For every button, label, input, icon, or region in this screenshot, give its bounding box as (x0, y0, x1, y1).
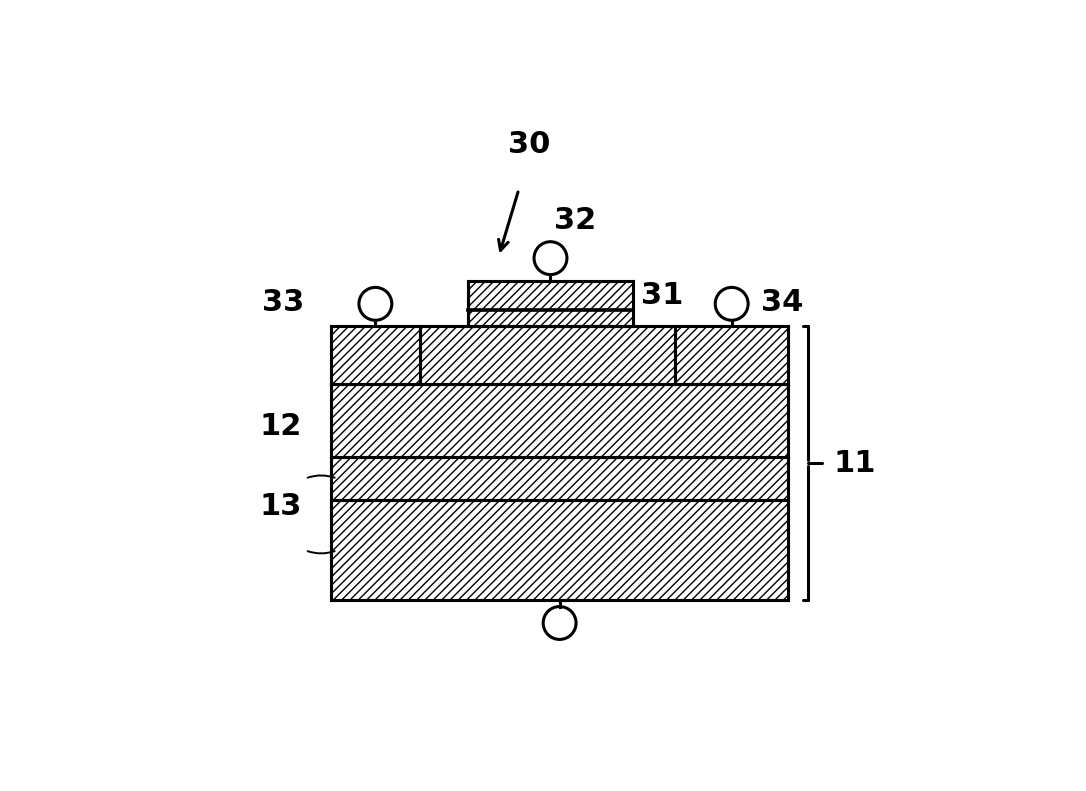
Bar (468, 281, 633, 327)
Bar (331, 384, 788, 457)
Bar (331, 500, 788, 600)
Text: 33: 33 (262, 287, 304, 316)
Bar (468, 281, 633, 327)
Bar (331, 327, 419, 384)
Text: 32: 32 (554, 206, 596, 235)
Text: 11: 11 (834, 449, 876, 478)
Text: 12: 12 (260, 412, 302, 441)
Bar (331, 327, 788, 600)
Bar (419, 327, 675, 384)
Text: 13: 13 (260, 491, 302, 520)
Bar (331, 457, 788, 500)
Bar (675, 327, 788, 384)
Text: 34: 34 (760, 287, 803, 316)
Text: 31: 31 (641, 281, 683, 310)
Text: 30: 30 (508, 130, 551, 159)
